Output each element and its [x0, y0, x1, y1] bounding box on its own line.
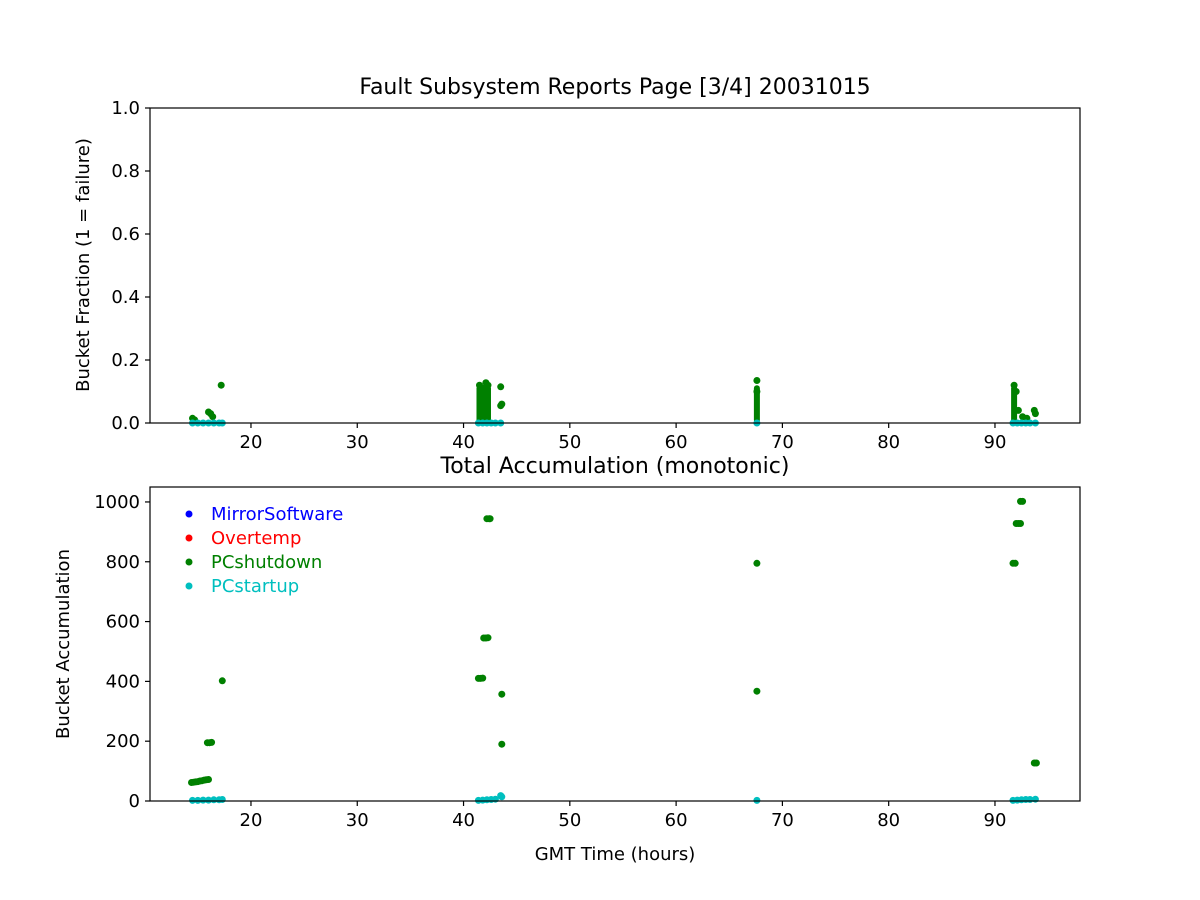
- bottom-point-pcshutdown: [1017, 520, 1024, 527]
- bottom-x-tick-label: 80: [877, 810, 900, 831]
- bottom-x-tick-label: 40: [452, 810, 475, 831]
- top-y-tick-label: 0.4: [111, 287, 140, 308]
- bottom-point-pcshutdown: [753, 687, 761, 695]
- accumulation-plot: Total Accumulation (monotonic) Bucket Ac…: [53, 454, 1081, 865]
- top-point-pcshutdown: [479, 384, 487, 392]
- bottom-point-pcshutdown: [498, 740, 506, 748]
- bottom-x-tick-label: 90: [984, 810, 1007, 831]
- bottom-y-tick-label: 0: [129, 791, 140, 812]
- legend-marker-overtemp: [185, 534, 193, 542]
- bottom-point-pcshutdown: [1011, 559, 1019, 567]
- top-point-pcshutdown: [753, 388, 761, 395]
- top-plot-title: Fault Subsystem Reports Page [3/4] 20031…: [359, 75, 870, 100]
- top-x-tick-label: 60: [665, 432, 688, 453]
- top-x-tick-label: 70: [771, 432, 794, 453]
- bottom-x-tick-label: 20: [240, 810, 263, 831]
- top-x-tick-label: 80: [877, 432, 900, 453]
- top-point-pcshutdown: [1012, 388, 1020, 395]
- bottom-y-tick-label: 1000: [94, 492, 140, 513]
- bottom-point-pcstartup: [218, 796, 226, 803]
- top-point-pcshutdown: [209, 413, 217, 421]
- bottom-plot-marks: [188, 497, 1040, 804]
- bottom-point-pcstartup: [205, 796, 212, 804]
- top-x-tick-label: 90: [984, 432, 1007, 453]
- bottom-point-pcshutdown: [753, 559, 761, 567]
- top-plot-marks: [189, 377, 1039, 427]
- bottom-x-tick-label: 70: [771, 810, 794, 831]
- top-y-tick-label: 0.2: [111, 350, 140, 371]
- top-x-tick-label: 30: [346, 432, 369, 453]
- top-point-pcshutdown: [1010, 381, 1018, 389]
- top-point-pcshutdown: [497, 402, 505, 410]
- bottom-plot-title: Total Accumulation (monotonic): [440, 454, 790, 479]
- legend-label-pcshutdown: PCshutdown: [211, 552, 322, 573]
- top-plot-frame: [149, 107, 1081, 424]
- legend: MirrorSoftware Overtemp PCshutdown PCstartu…: [185, 504, 343, 597]
- top-point-pcshutdown: [217, 381, 225, 389]
- bottom-point-pcshutdown: [218, 677, 226, 685]
- top-point-pcshutdown: [484, 381, 492, 389]
- top-y-tick-label: 0.6: [111, 224, 140, 245]
- top-point-pcshutdown: [1031, 410, 1039, 418]
- x-axis-title: GMT Time (hours): [535, 844, 696, 865]
- bottom-y-tick-label: 200: [106, 731, 140, 752]
- top-x-tick-label: 50: [558, 432, 581, 453]
- bottom-point-pcstartup: [1031, 795, 1039, 803]
- top-x-tick-label: 20: [240, 432, 263, 453]
- bottom-x-tick-label: 30: [346, 810, 369, 831]
- bottom-point-pcshutdown: [208, 738, 216, 746]
- bottom-y-tick-label: 400: [106, 671, 140, 692]
- top-plot-ticks: 20 30 40 50 60 70 80 90 0.0 0.2 0.4 0.6 0.8 1.0: [111, 98, 1006, 453]
- top-y-tick-label: 0.0: [111, 413, 140, 434]
- top-y-tick-label: 0.8: [111, 161, 140, 182]
- bottom-point-pcshutdown: [1019, 497, 1027, 505]
- top-x-tick-label: 40: [452, 432, 475, 453]
- legend-marker-mirrorsoftware: [185, 510, 193, 518]
- bottom-y-axis-title: Bucket Accumulation: [53, 549, 74, 739]
- bottom-point-pcshutdown: [484, 634, 492, 642]
- top-point-pcshutdown: [1014, 406, 1022, 414]
- bottom-y-tick-label: 800: [106, 552, 140, 573]
- legend-label-overtemp: Overtemp: [211, 528, 301, 549]
- bottom-plot-ticks: 20 30 40 50 60 70 80 90 0 200 400 600 800 1000: [94, 492, 1006, 831]
- bottom-point-pcshutdown: [498, 690, 506, 698]
- fault-fraction-plot: Fault Subsystem Reports Page [3/4] 20031…: [73, 75, 1081, 453]
- bottom-x-tick-label: 50: [558, 810, 581, 831]
- bottom-point-pcshutdown: [205, 776, 212, 783]
- bottom-point-pcstartup: [498, 793, 506, 801]
- bottom-plot-frame: [149, 486, 1081, 802]
- legend-marker-pcstartup: [185, 582, 193, 590]
- bottom-point-pcshutdown: [479, 674, 487, 682]
- top-marker-span: [484, 385, 491, 423]
- legend-marker-pcshutdown: [185, 558, 193, 566]
- top-y-tick-label: 1.0: [111, 98, 140, 119]
- bottom-y-tick-label: 600: [106, 612, 140, 633]
- top-y-axis-title: Bucket Fraction (1 = failure): [73, 138, 94, 392]
- bottom-point-pcshutdown: [1032, 759, 1040, 767]
- bottom-point-pcstartup: [199, 796, 207, 804]
- legend-label-mirrorsoftware: MirrorSoftware: [211, 504, 343, 525]
- legend-label-pcstartup: PCstartup: [211, 576, 299, 597]
- top-point-pcshutdown: [497, 383, 505, 391]
- bottom-x-tick-label: 60: [665, 810, 688, 831]
- bottom-point-pcshutdown: [486, 515, 494, 523]
- top-point-pcshutdown: [753, 377, 761, 384]
